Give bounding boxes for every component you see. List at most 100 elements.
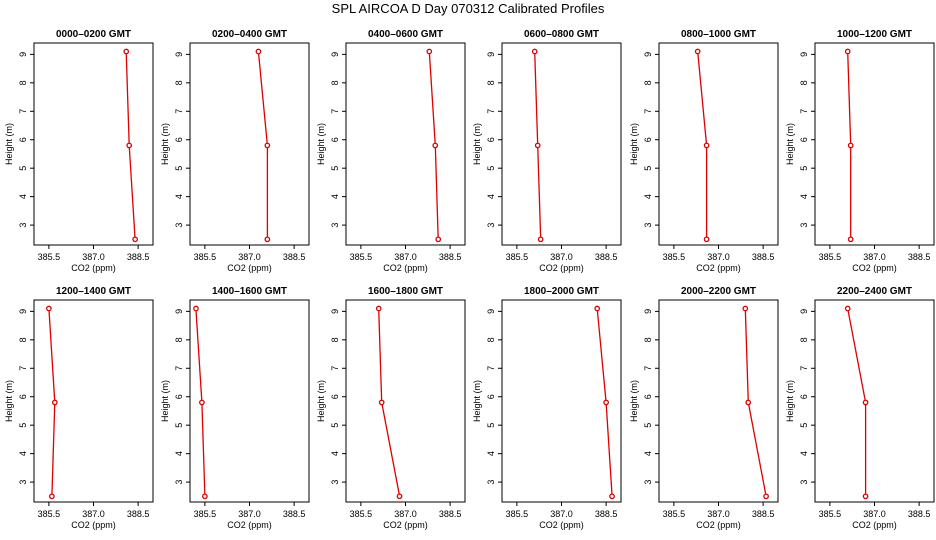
x-tick-label: 388.5	[595, 252, 618, 262]
panel-title: 1800–2000 GMT	[524, 286, 599, 297]
plot-frame	[189, 299, 310, 503]
x-axis-label: CO2 (ppm)	[71, 263, 116, 273]
y-tick-label: 7	[643, 366, 653, 371]
x-tick-label: 385.5	[506, 509, 529, 519]
panel-title: 1600–1800 GMT	[368, 286, 443, 297]
x-axis-label: CO2 (ppm)	[852, 263, 897, 273]
data-point	[703, 142, 710, 149]
x-tick-label: 387.0	[863, 252, 886, 262]
y-tick-label: 8	[799, 80, 809, 85]
x-tick-label: 387.0	[550, 509, 573, 519]
data-point	[694, 48, 701, 55]
data-point	[531, 48, 538, 55]
y-tick-label: 3	[799, 223, 809, 228]
y-tick-label: 4	[486, 451, 496, 456]
y-tick-label: 7	[330, 109, 340, 114]
x-tick-label: 385.5	[350, 252, 373, 262]
y-tick-label: 4	[799, 451, 809, 456]
panel-10: 2000–2200 GMT 385.5 387.0 388.5 CO2 (ppm) 3 4 5…	[629, 286, 779, 530]
data-point	[742, 305, 749, 312]
data-point	[199, 399, 205, 406]
y-tick-label: 3	[18, 223, 28, 228]
x-tick-label: 387.0	[238, 509, 261, 519]
y-axis-label: Height (m)	[785, 123, 795, 165]
y-tick-label: 6	[18, 394, 28, 399]
panel-7: 1400–1600 GMT 385.5 387.0 388.5 CO2 (ppm) 3 4 5…	[160, 286, 310, 530]
x-tick-label: 387.0	[707, 252, 730, 262]
data-point	[202, 493, 208, 500]
panel-8: 1600–1800 GMT 385.5 387.0 388.5 CO2 (ppm) 3 4 5…	[316, 286, 466, 530]
y-axis-label: Height (m)	[160, 123, 170, 165]
y-tick-label: 6	[174, 394, 184, 399]
x-tick-label: 388.5	[439, 252, 462, 262]
y-tick-label: 7	[18, 366, 28, 371]
panel-5: 1000–1200 GMT 385.5 387.0 388.5 CO2 (ppm) 3 4 5…	[785, 29, 935, 273]
data-point	[594, 305, 601, 312]
panel-title: 0800–1000 GMT	[681, 29, 756, 40]
plot-frame	[33, 299, 154, 503]
y-tick-label: 7	[18, 109, 28, 114]
x-tick-label: 388.5	[752, 509, 775, 519]
y-tick-label: 7	[799, 366, 809, 371]
page-title: SPL AIRCOA D Day 070312 Calibrated Profi…	[331, 1, 605, 16]
data-point	[255, 48, 262, 55]
y-axis-label: Height (m)	[4, 380, 14, 422]
data-point	[264, 142, 271, 149]
y-tick-label: 7	[486, 366, 496, 371]
x-tick-label: 388.5	[908, 252, 931, 262]
x-tick-label: 385.5	[194, 252, 217, 262]
data-point	[435, 236, 442, 243]
x-tick-label: 385.5	[663, 509, 686, 519]
x-tick-label: 387.0	[82, 252, 105, 262]
y-tick-label: 8	[486, 80, 496, 85]
y-tick-label: 8	[330, 80, 340, 85]
data-point	[126, 142, 133, 149]
plot-frame	[345, 299, 466, 503]
data-point	[862, 399, 869, 406]
panel-title: 1200–1400 GMT	[56, 286, 131, 297]
y-tick-label: 3	[330, 223, 340, 228]
y-tick-label: 4	[643, 194, 653, 199]
panel-0: 0000–0200 GMT 385.5 387.0 388.5 CO2 (ppm) 3 4 5…	[4, 29, 154, 273]
y-tick-label: 8	[174, 80, 184, 85]
x-axis-label: CO2 (ppm)	[539, 263, 584, 273]
y-tick-label: 6	[643, 394, 653, 399]
y-tick-label: 5	[643, 166, 653, 171]
panel-9: 1800–2000 GMT 385.5 387.0 388.5 CO2 (ppm) 3 4 5…	[472, 286, 622, 530]
x-tick-label: 385.5	[194, 509, 217, 519]
panel-title: 0400–0600 GMT	[368, 29, 443, 40]
y-tick-label: 8	[18, 80, 28, 85]
y-tick-label: 6	[18, 137, 28, 142]
y-tick-label: 8	[174, 337, 184, 342]
y-tick-label: 9	[330, 309, 340, 314]
y-tick-label: 4	[330, 451, 340, 456]
plot-frame	[189, 42, 310, 246]
x-tick-label: 385.5	[506, 252, 529, 262]
data-point	[847, 236, 854, 243]
data-point	[763, 493, 769, 500]
y-tick-label: 9	[799, 52, 809, 57]
data-point	[396, 493, 403, 500]
y-tick-label: 8	[330, 337, 340, 342]
y-tick-label: 6	[643, 137, 653, 142]
y-tick-label: 5	[330, 166, 340, 171]
panel-title: 0200–0400 GMT	[212, 29, 287, 40]
y-tick-label: 8	[799, 337, 809, 342]
x-tick-label: 385.5	[663, 252, 686, 262]
y-tick-label: 3	[486, 480, 496, 485]
y-tick-label: 8	[643, 337, 653, 342]
plot-frame	[814, 42, 935, 246]
x-tick-label: 388.5	[127, 509, 150, 519]
panel-title: 0000–0200 GMT	[56, 29, 131, 40]
data-point	[375, 305, 382, 312]
x-tick-label: 385.5	[38, 252, 61, 262]
y-tick-label: 4	[174, 451, 184, 456]
data-point	[745, 399, 752, 406]
data-point	[264, 236, 271, 243]
data-point	[703, 236, 710, 243]
y-axis-label: Height (m)	[472, 123, 482, 165]
y-tick-label: 9	[174, 309, 184, 314]
y-tick-label: 4	[486, 194, 496, 199]
x-axis-label: CO2 (ppm)	[227, 263, 272, 273]
